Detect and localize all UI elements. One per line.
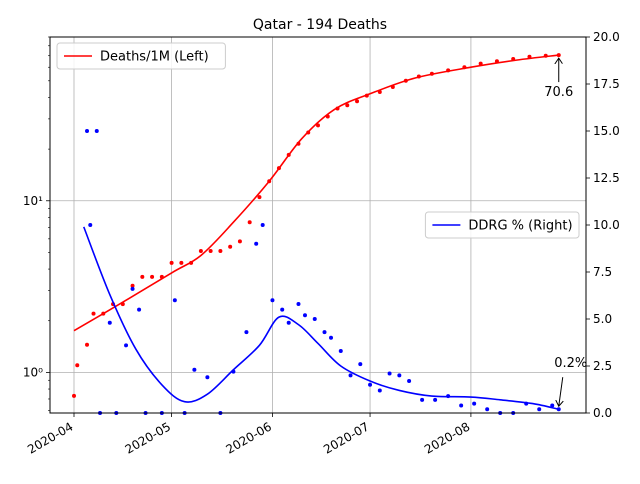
legend: Deaths/1M (Left): [56, 42, 226, 70]
data-point: [387, 371, 392, 376]
data-point: [254, 241, 259, 246]
series-layer: [72, 53, 561, 415]
right-y-tick-label: 5.0: [593, 312, 612, 326]
data-point: [192, 367, 197, 372]
annotations: 70.6 0.2%: [544, 58, 587, 406]
data-point: [237, 239, 242, 244]
data-point: [345, 103, 350, 108]
data-point: [368, 382, 373, 387]
data-point: [130, 286, 135, 291]
data-point: [377, 388, 382, 393]
data-point: [140, 274, 145, 279]
legends: Deaths/1M (Left) DDRG % (Right): [56, 42, 580, 239]
data-point: [124, 343, 129, 348]
data-point: [198, 248, 203, 253]
data-point: [130, 283, 135, 288]
data-point: [72, 393, 76, 398]
data-point: [312, 317, 317, 321]
data-point: [260, 223, 265, 227]
data-point: [420, 397, 425, 402]
data-point: [150, 274, 155, 279]
annotation-label: 0.2%: [554, 356, 587, 371]
data-point: [169, 260, 174, 265]
data-point: [88, 223, 93, 227]
legend: DDRG % (Right): [424, 211, 580, 239]
annotation-label: 70.6: [544, 85, 573, 100]
data-point: [397, 373, 402, 378]
data-point: [537, 407, 542, 412]
data-point: [338, 348, 343, 353]
data-point: [280, 307, 285, 312]
legend-label: DDRG % (Right): [468, 219, 572, 234]
annotation-arrow: [559, 377, 563, 406]
data-point: [302, 313, 307, 318]
legend-label: Deaths/1M (Left): [100, 50, 209, 65]
data-point: [459, 403, 464, 408]
data-point: [179, 260, 184, 265]
data-point: [358, 362, 363, 367]
legend-box: [424, 211, 580, 239]
data-point: [296, 301, 301, 306]
data-point: [348, 373, 353, 378]
right-y-tick-label: 0.0: [593, 406, 612, 420]
right-y-tick-label: 7.5: [593, 265, 612, 279]
data-point: [316, 123, 320, 128]
data-point: [172, 298, 177, 303]
data-point: [85, 129, 90, 133]
right-y-tick-label: 2.5: [593, 359, 612, 373]
series-line: [83, 226, 559, 411]
data-point: [137, 307, 142, 312]
left-y-tick-label: 10⁰: [23, 365, 43, 379]
data-point: [257, 195, 262, 200]
series-line: [73, 54, 559, 332]
right-y-tick-label: 12.5: [593, 171, 620, 185]
data-point: [286, 320, 291, 325]
right-y-tick-label: 10.0: [593, 218, 620, 232]
data-point: [228, 244, 233, 249]
data-point: [355, 99, 360, 104]
data-point: [85, 342, 90, 347]
legend-box: [56, 42, 226, 70]
right-y-tick-label: 20.0: [593, 30, 620, 44]
right-y-tick-label: 15.0: [593, 124, 620, 138]
data-point: [75, 363, 80, 368]
data-point: [218, 248, 223, 253]
left-y-tick-label: 10¹: [23, 194, 43, 208]
data-point: [329, 335, 334, 340]
data-point: [270, 298, 275, 303]
data-point: [205, 375, 210, 380]
data-point: [244, 330, 249, 335]
data-point: [322, 330, 327, 335]
chart-title: Qatar - 194 Deaths: [253, 17, 387, 33]
data-point: [472, 401, 477, 406]
data-point: [407, 379, 412, 384]
data-point: [550, 403, 555, 408]
data-point: [433, 397, 438, 402]
data-point: [208, 248, 213, 253]
right-y-tick-label: 17.5: [593, 77, 620, 91]
data-point: [247, 220, 252, 225]
data-point: [485, 407, 490, 412]
data-point: [91, 311, 96, 316]
data-point: [107, 320, 112, 325]
data-point: [94, 129, 99, 133]
